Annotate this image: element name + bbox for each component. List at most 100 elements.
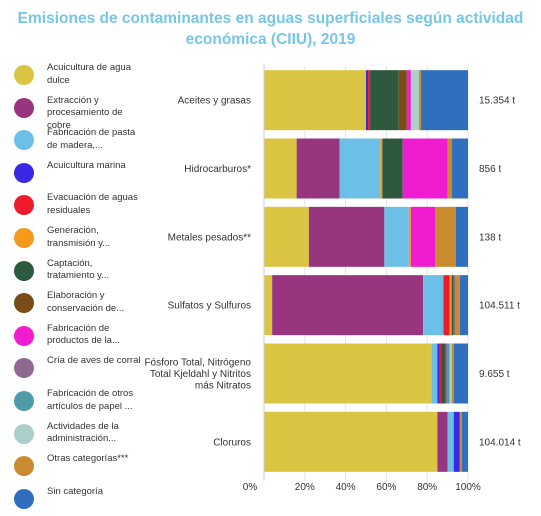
category-label: Metales pesados** <box>168 232 251 243</box>
legend-swatch <box>14 65 34 85</box>
legend-item: Fabricación de otros artículos de papel … <box>14 388 144 418</box>
bar-segment <box>435 206 456 267</box>
chart-title: Emisiones de contaminantes en aguas supe… <box>0 8 541 50</box>
bar-segment <box>455 275 460 336</box>
total-value-label: 9.655 t <box>479 369 510 380</box>
bar-segment <box>380 138 383 199</box>
legend-label: Acuicultura marina <box>47 159 126 171</box>
bar-segment <box>398 70 407 131</box>
bar-segment <box>366 70 369 131</box>
bar-segment <box>453 275 456 336</box>
category-label: más Nitratos <box>195 381 251 392</box>
bar-segment <box>447 411 454 472</box>
legend-swatch <box>14 456 34 477</box>
legend-label: Fabricación de productos de la... <box>47 322 120 347</box>
bar-segment <box>410 70 420 131</box>
legend-item: Captación, tratamiento y... <box>14 258 144 288</box>
x-tick-label: 80% <box>417 482 437 493</box>
bar-segment <box>437 411 448 472</box>
legend-label: Fabricación de otros artículos de papel … <box>47 388 134 412</box>
category-label: Hidrocarburos* <box>184 164 251 175</box>
bar-segment <box>439 343 442 404</box>
legend-swatch <box>14 423 34 444</box>
bar-segment <box>445 343 448 404</box>
category-label: Fósforo Total, Nitrógeno <box>144 358 251 369</box>
legend-item: Elaboración y conservación de... <box>14 290 144 320</box>
legend-item: Otras categorías*** <box>14 453 144 483</box>
bar-segment <box>449 343 452 404</box>
legend-swatch <box>14 195 34 216</box>
x-tick-label: 100% <box>455 482 481 493</box>
legend-label: Sin categoría <box>47 485 103 497</box>
x-tick-label: 20% <box>295 482 315 493</box>
category-label: Aceites y grasas <box>178 96 251 107</box>
legend-label: Evacuación de aguas residuales <box>47 192 138 216</box>
legend-swatch <box>14 358 34 379</box>
bar-segment <box>408 206 411 267</box>
bar-segment <box>264 343 432 404</box>
category-label: Cloruros <box>213 437 251 448</box>
bar-segment <box>264 206 309 267</box>
legend-swatch <box>14 325 34 346</box>
bar-segment <box>402 138 448 199</box>
bar-segment <box>453 411 460 472</box>
legend-label: Generación, transmisión y... <box>47 225 111 249</box>
bar-segment <box>384 206 409 267</box>
bar-segment <box>423 275 444 336</box>
legend-label: Extracción y procesamiento de cobre <box>47 94 123 131</box>
bar-segment <box>441 343 446 404</box>
legend-item: Actividades de la administración... <box>14 421 144 451</box>
bar-segment <box>406 70 411 131</box>
bar-segment <box>449 275 452 336</box>
legend-swatch <box>14 162 34 183</box>
legend-swatch <box>14 488 34 509</box>
bar-segment <box>370 70 399 131</box>
bar-segment <box>461 411 468 472</box>
legend-item: Extracción y procesamiento de cobre <box>14 95 144 131</box>
category-label: Total Kjeldahl y Nitritos <box>150 369 251 380</box>
bar-segment <box>459 411 462 472</box>
legend-label: Cría de aves de corral <box>47 355 141 367</box>
bar-segment <box>453 343 468 404</box>
legend-label: Fabricación de pasta de madera,... <box>47 127 136 151</box>
bar-segment <box>451 138 468 199</box>
legend-label: Actividades de la administración... <box>47 420 119 445</box>
x-tick-label: 60% <box>376 482 396 493</box>
bar-segment <box>451 343 454 404</box>
legend-item: Acuicultura de agua dulce <box>14 62 144 92</box>
bar-segment <box>368 70 371 131</box>
category-label: Sulfatos y Sulfuros <box>168 301 251 312</box>
bar-segment <box>443 275 450 336</box>
bar-segment <box>431 343 438 404</box>
legend-swatch <box>14 293 34 314</box>
x-tick-label: 0% <box>243 482 258 493</box>
total-value-label: 104.014 t <box>479 437 521 448</box>
total-value-label: 104.511 t <box>479 301 520 312</box>
chart-title-line-1: Emisiones de contaminantes en aguas supe… <box>17 10 524 27</box>
bar-segment <box>296 138 340 199</box>
bar-segment <box>421 70 468 131</box>
legend-swatch <box>14 228 34 248</box>
legend-swatch <box>14 260 34 281</box>
bar-segment <box>382 138 403 199</box>
legend-item: Cría de aves de corral <box>14 355 144 385</box>
legend-label: Acuicultura de agua dulce <box>47 62 131 86</box>
legend-swatch <box>14 97 34 118</box>
bar-segment <box>264 411 438 472</box>
legend-item: Acuicultura marina <box>14 160 144 190</box>
bar-segment <box>410 206 436 267</box>
bar-segment <box>447 343 450 404</box>
bar-segment <box>455 206 468 267</box>
chart-title-line-2: económica (CIIU), 2019 <box>185 31 356 48</box>
bar-segment <box>437 343 440 404</box>
total-value-label: 15.354 t <box>479 96 515 107</box>
legend-item: Fabricación de pasta de madera,... <box>14 127 144 157</box>
bar-segment <box>264 70 366 131</box>
legend-item: Generación, transmisión y... <box>14 225 144 255</box>
bar-segment <box>272 275 424 336</box>
total-value-label: 138 t <box>479 232 501 243</box>
x-tick-label: 40% <box>336 482 356 493</box>
bar-segment <box>308 206 385 267</box>
bar-segment <box>264 138 297 199</box>
